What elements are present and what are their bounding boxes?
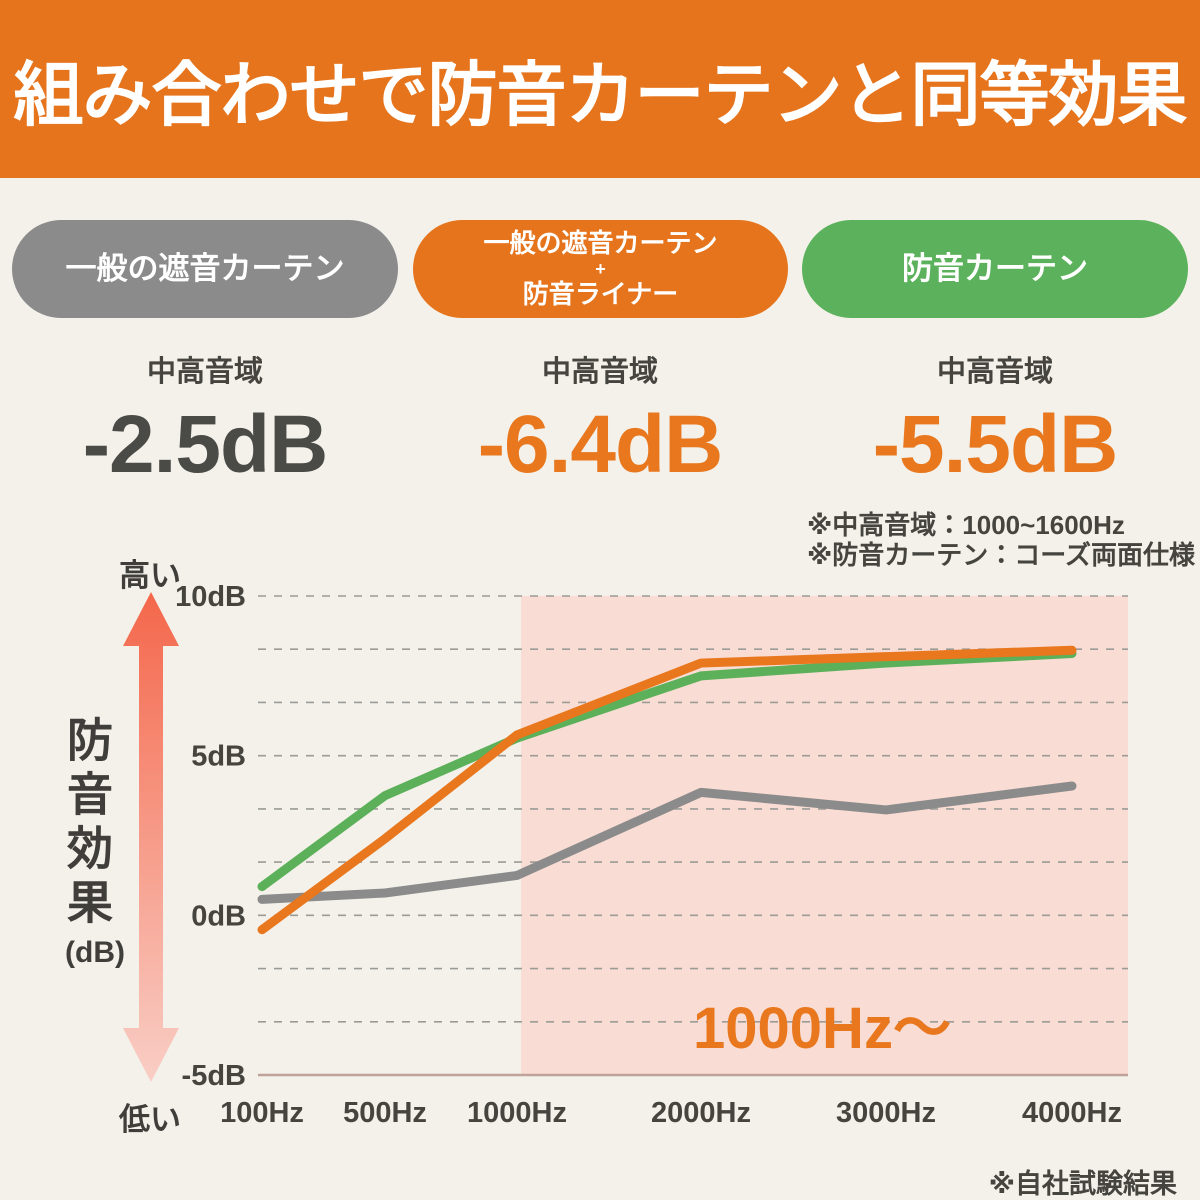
stat-value: -6.4dB [477,399,724,490]
badge-liner-line1: 一般の遮音カーテン [483,228,718,259]
y-axis-low-label: 低い [119,1102,181,1137]
stat-range-label: 中高音域 [936,356,1053,388]
x-tick-label: 500Hz [343,1097,427,1129]
stat-curtain-plus-liner: 中高音域 -6.4dB [400,348,800,486]
badge-generic-curtain: 一般の遮音カーテン [12,220,398,318]
x-tick-label: 4000Hz [1022,1097,1122,1129]
x-tick-label: 1000Hz [467,1097,567,1129]
page-title: 組み合わせで防音カーテンと同等効果 [13,55,1188,134]
y-axis-title: 防音効果 [61,716,113,932]
x-tick-label: 2000Hz [651,1097,751,1129]
note-soundproof-spec: ※防音カーテン：コーズ両面仕様 [807,540,1195,570]
x-tick-label: 3000Hz [836,1097,936,1129]
chart-notes: ※中高音域：1000~1600Hz ※防音カーテン：コーズ両面仕様 [807,510,1195,570]
series-lines-group [257,645,1077,935]
y-tick-label: 0dB [191,900,246,932]
highlight-region-1000hz [521,596,1128,1075]
series-line-0 [257,781,1077,904]
header-banner: 組み合わせで防音カーテンと同等効果 [0,0,1200,178]
badge-soundproof-curtain-label: 防音カーテン [902,250,1088,286]
stat-soundproof-curtain: 中高音域 -5.5dB [795,348,1195,486]
note-midhigh-range: ※中高音域：1000~1600Hz [807,510,1125,540]
y-axis-unit: (dB) [65,936,125,969]
stat-range-label: 中高音域 [146,356,263,388]
x-tick-label: 100Hz [220,1097,304,1129]
highlight-region-group [521,596,1128,1075]
series-line-2 [257,645,1077,935]
badge-soundproof-curtain: 防音カーテン [802,220,1188,318]
series-line-1 [257,648,1077,892]
y-axis-high-label: 高い [119,558,181,593]
plus-sign: + [595,259,606,279]
stat-generic-curtain: 中高音域 -2.5dB [5,348,405,486]
test-result-footnote: ※自社試験結果 [988,1169,1177,1199]
y-tick-label: 5dB [191,741,246,773]
stat-value: -2.5dB [82,399,329,490]
badge-generic-curtain-label: 一般の遮音カーテン [65,250,345,286]
stat-value: -5.5dB [872,399,1119,490]
axis-labels-group: 10dB 5dB 0dB -5dB 100Hz 500Hz 1000Hz 2000Hz 3000… [175,581,1122,1129]
effect-scale-arrow [123,592,179,1082]
highlight-label-1000hz: 1000Hz〜 [693,996,951,1061]
badge-curtain-plus-liner: 一般の遮音カーテン + 防音ライナー [413,220,788,318]
y-tick-label: -5dB [182,1060,246,1092]
stat-range-label: 中高音域 [541,356,658,388]
badge-liner-line2: 防音ライナー [522,279,679,309]
y-tick-label: 10dB [175,581,246,613]
